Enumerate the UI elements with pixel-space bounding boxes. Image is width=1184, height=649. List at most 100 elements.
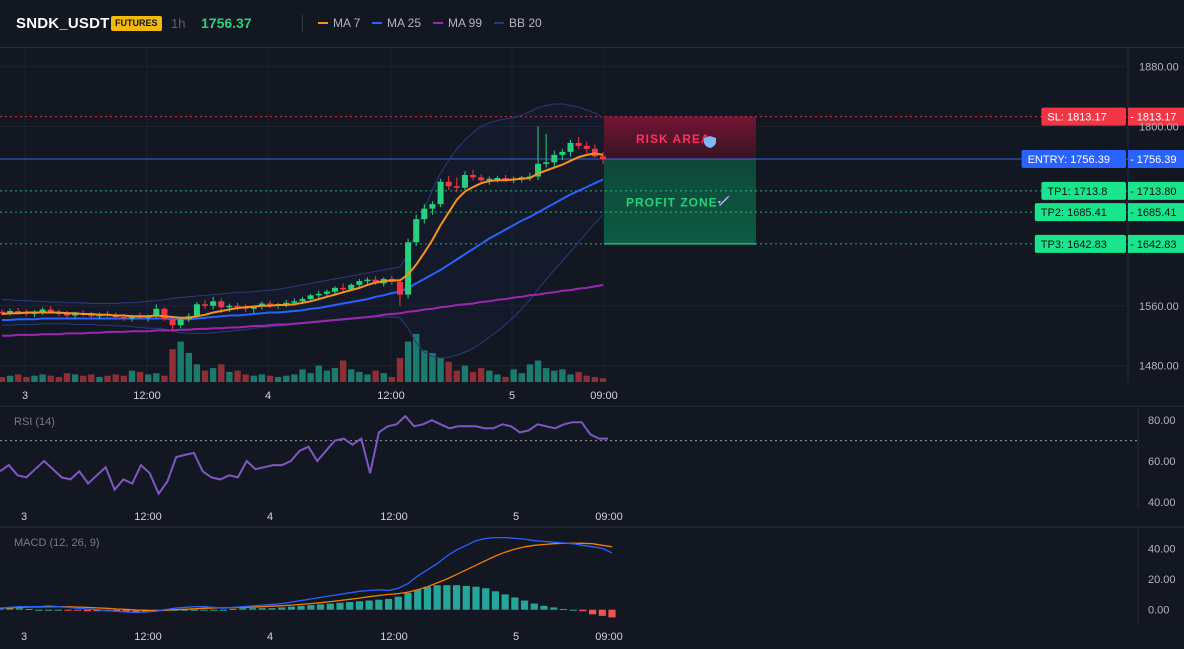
candle-body <box>7 311 14 314</box>
x-axis-label: 12:00 <box>133 390 161 402</box>
candle-body <box>250 306 257 309</box>
macd-histogram-bar <box>462 585 470 610</box>
volume-bar <box>161 375 168 382</box>
macd-histogram-bar <box>239 608 247 610</box>
x-axis-label: 12:00 <box>134 631 162 643</box>
macd-histogram-bar <box>472 586 480 610</box>
candle-body <box>226 305 233 308</box>
volume-bar <box>477 368 485 382</box>
candle-body <box>461 175 468 188</box>
volume-bar <box>307 373 314 382</box>
macd-axis-label: 40.00 <box>1148 543 1176 555</box>
macd-signal-line <box>0 542 613 612</box>
candle-body <box>315 293 322 296</box>
last-price: 1756.37 <box>201 15 252 31</box>
axis-tag-entry <box>1128 150 1184 169</box>
x-axis-label: 3 <box>21 511 27 523</box>
volume-bar <box>31 375 38 382</box>
candle-body <box>169 319 176 326</box>
price-axis-label: 1480.00 <box>1139 361 1179 373</box>
macd-histogram-bar <box>491 591 500 610</box>
level-label-sl: SL: 1813.17 <box>1047 112 1106 124</box>
volume-bar <box>112 374 119 382</box>
macd-histogram-bar <box>200 609 208 611</box>
risk-area <box>604 116 756 160</box>
candle-body <box>202 304 209 306</box>
volume-bar <box>177 341 184 382</box>
volume-bar <box>291 374 298 382</box>
macd-title: MACD (12, 26, 9) <box>14 537 100 549</box>
macd-histogram-bar <box>83 609 92 612</box>
candle-body <box>405 242 412 295</box>
header-divider <box>302 15 303 32</box>
legend-ma99[interactable]: MA 99 <box>433 16 482 30</box>
macd-histogram-bar <box>501 594 509 610</box>
macd-histogram-bar <box>25 608 33 610</box>
rsi-line <box>0 414 608 496</box>
volume-bar <box>6 375 14 382</box>
timeframe-selector[interactable]: 1h <box>171 16 186 31</box>
level-tag-tp3 <box>1034 234 1126 253</box>
volume-bar <box>437 358 444 382</box>
macd-histogram-bar <box>297 605 305 610</box>
volume-bar <box>80 375 87 382</box>
macd-histogram-bar <box>404 592 412 610</box>
x-axis-label: 3 <box>21 631 27 643</box>
level-tag-entry <box>1021 150 1126 169</box>
candle-body <box>177 319 184 326</box>
macd-histogram-bar <box>569 609 577 611</box>
volume-bar <box>63 373 71 382</box>
volume-bar <box>323 370 331 382</box>
volume-bar <box>421 350 428 382</box>
axis-tag-sl <box>1128 107 1184 126</box>
candle-body <box>348 284 355 290</box>
level-label-tp3: TP3: 1642.83 <box>1041 239 1107 251</box>
ma7-line <box>1 152 604 319</box>
candle-body <box>559 151 566 155</box>
volume-bar <box>258 374 266 382</box>
volume-bar <box>331 368 339 382</box>
volume-bar <box>201 370 209 382</box>
candle-body <box>283 302 290 305</box>
volume-bar <box>396 358 404 382</box>
candle-body <box>437 181 444 205</box>
legend-ma25-label: MA 25 <box>387 16 422 30</box>
legend-ma7[interactable]: MA 7 <box>318 16 360 30</box>
shield-icon <box>704 136 716 148</box>
candle-body <box>413 219 420 243</box>
legend-bb20[interactable]: BB 20 <box>494 16 542 30</box>
macd-histogram-bar <box>559 608 568 610</box>
macd-histogram-bar <box>511 597 519 610</box>
volume-bar <box>429 352 436 382</box>
candle-body <box>396 281 403 295</box>
volume-bar <box>120 375 128 382</box>
volume-bar <box>266 375 274 382</box>
candle-body <box>364 279 371 282</box>
candle-body <box>543 162 550 164</box>
macd-histogram-bar <box>0 608 4 610</box>
macd-histogram-bar <box>550 607 558 610</box>
macd-histogram-bar <box>326 603 334 610</box>
macd-histogram-bar <box>54 609 62 611</box>
volume-bar <box>274 376 282 382</box>
macd-histogram-bar <box>35 609 43 611</box>
axis-value-tp2: - 1685.41 <box>1130 207 1176 219</box>
legend-ma25[interactable]: MA 25 <box>372 16 421 30</box>
macd-axis-label: 0.00 <box>1148 605 1169 617</box>
volume-bar <box>567 374 574 382</box>
symbol-name[interactable]: SNDK_USDT <box>16 15 110 32</box>
axis-tag-tp1 <box>1128 181 1184 200</box>
x-axis-label: 12:00 <box>380 631 408 643</box>
macd-histogram-bar <box>336 602 344 610</box>
legend-swatch <box>318 21 328 24</box>
x-axis-label: 3 <box>22 390 28 402</box>
profit-zone <box>604 159 756 244</box>
candle-body <box>600 156 606 160</box>
volume-bar <box>226 371 233 382</box>
macd-histogram-bar <box>278 607 286 610</box>
macd-histogram-bar <box>74 609 82 611</box>
price-axis-label: 1800.00 <box>1139 121 1179 133</box>
candle-body <box>429 204 436 209</box>
volume-bar <box>315 365 322 382</box>
